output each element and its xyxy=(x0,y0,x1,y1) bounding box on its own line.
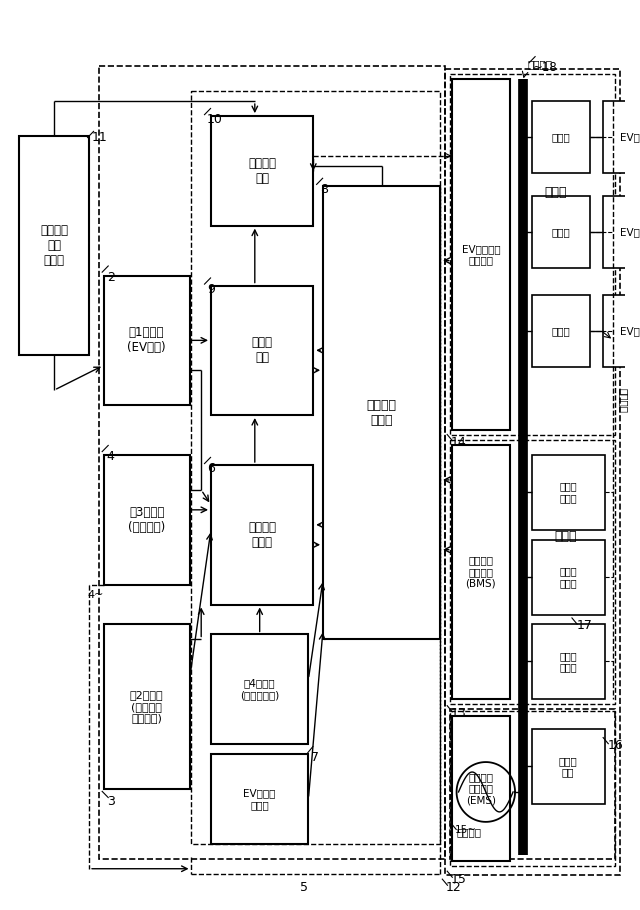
Text: 7: 7 xyxy=(311,751,319,764)
Bar xyxy=(532,196,590,268)
Bar xyxy=(191,91,440,844)
Text: 電力管理
システム
(EMS): 電力管理 システム (EMS) xyxy=(466,772,496,805)
Text: 15: 15 xyxy=(451,873,467,885)
Text: 第2取得部
(定置型蓄
電池情報): 第2取得部 (定置型蓄 電池情報) xyxy=(130,690,163,723)
Text: 充電条件
決定部: 充電条件 決定部 xyxy=(367,399,397,427)
Bar xyxy=(450,709,616,859)
Text: 定置型
蓄電池: 定置型 蓄電池 xyxy=(559,566,577,588)
Bar xyxy=(452,445,510,699)
Bar xyxy=(603,196,640,268)
Text: 12: 12 xyxy=(446,881,461,894)
Bar xyxy=(104,276,189,405)
Text: 10: 10 xyxy=(207,113,223,126)
Text: 3: 3 xyxy=(107,795,115,808)
Text: 充電器: 充電器 xyxy=(552,327,570,337)
Text: 16: 16 xyxy=(607,739,623,753)
Text: 15~: 15~ xyxy=(454,824,477,834)
Bar xyxy=(445,69,620,875)
Text: 4~: 4~ xyxy=(87,590,104,600)
Text: EV充電量
モデル: EV充電量 モデル xyxy=(243,788,276,810)
Bar xyxy=(211,634,308,744)
Bar xyxy=(532,729,605,804)
Text: 9: 9 xyxy=(207,282,215,296)
Text: 第1取得部
(EV情報): 第1取得部 (EV情報) xyxy=(127,327,166,354)
Text: 14: 14 xyxy=(451,436,467,449)
Bar xyxy=(532,296,590,368)
Text: 経路周辺
情報
取得部: 経路周辺 情報 取得部 xyxy=(40,224,68,268)
Bar xyxy=(211,465,314,604)
Bar xyxy=(104,624,189,789)
Text: 定置型
蓄電池: 定置型 蓄電池 xyxy=(559,651,577,672)
Text: 予備充電
量計算: 予備充電 量計算 xyxy=(248,521,276,549)
Text: 分散型
電源: 分散型 電源 xyxy=(559,755,577,777)
Bar xyxy=(99,66,445,859)
Bar xyxy=(532,540,605,614)
Bar xyxy=(450,712,616,865)
Text: 5: 5 xyxy=(300,881,308,894)
Text: 充電器: 充電器 xyxy=(552,132,570,142)
Bar xyxy=(323,186,440,640)
Text: ・・・: ・・・ xyxy=(554,530,577,542)
Text: 充電器: 充電器 xyxy=(552,227,570,237)
Text: 4: 4 xyxy=(107,450,115,463)
Bar xyxy=(450,440,616,704)
Bar xyxy=(532,455,605,530)
Text: 定置型
蓄電池: 定置型 蓄電池 xyxy=(559,481,577,503)
Bar xyxy=(19,136,89,355)
Text: 系統電力: 系統電力 xyxy=(457,827,482,837)
Bar xyxy=(211,754,308,844)
Bar xyxy=(532,624,605,699)
Bar xyxy=(603,296,640,368)
Text: 電池管理
システム
(BMS): 電池管理 システム (BMS) xyxy=(466,555,496,589)
Text: 13: 13 xyxy=(451,707,467,720)
Text: EV車: EV車 xyxy=(620,327,639,337)
Text: ・・・: ・・・ xyxy=(545,186,567,198)
Bar xyxy=(104,455,189,584)
Bar xyxy=(452,716,510,861)
Text: 8: 8 xyxy=(320,183,328,196)
Bar xyxy=(452,79,510,430)
Text: ~18: ~18 xyxy=(532,61,557,75)
Text: 6: 6 xyxy=(207,462,215,475)
Text: 2: 2 xyxy=(107,270,115,284)
Text: 充電量
調整: 充電量 調整 xyxy=(252,337,273,364)
Bar xyxy=(211,286,314,415)
Text: 第4取得部
(充電器情報): 第4取得部 (充電器情報) xyxy=(240,679,279,700)
Bar xyxy=(603,101,640,173)
Text: EV充電管理
システム: EV充電管理 システム xyxy=(461,244,500,266)
Text: EV車: EV車 xyxy=(620,227,639,237)
Bar xyxy=(532,101,590,173)
Text: 11: 11 xyxy=(92,131,108,144)
Text: 17: 17 xyxy=(577,620,593,632)
Text: 第3取得部
(電力情報): 第3取得部 (電力情報) xyxy=(128,506,165,534)
Text: EV車: EV車 xyxy=(620,132,639,142)
Bar xyxy=(450,75,616,435)
Text: 電力接続: 電力接続 xyxy=(528,59,553,69)
Text: 充電情報
出力: 充電情報 出力 xyxy=(248,157,276,185)
Text: 通信接続: 通信接続 xyxy=(618,388,628,412)
Bar xyxy=(211,116,314,226)
